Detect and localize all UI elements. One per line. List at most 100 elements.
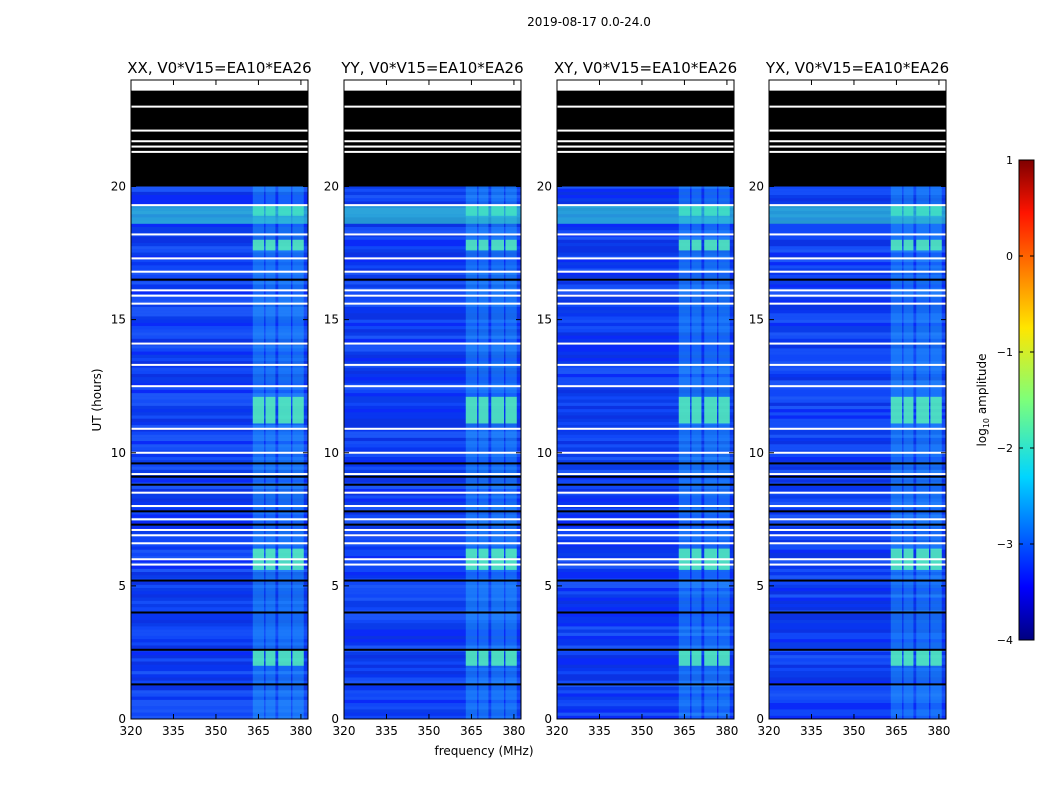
noise-row [131,415,308,419]
x-tick-label: 365 [673,724,696,738]
colorbar-ticks: 1 0 −1 −2 −3 −4 [997,154,1034,647]
flagged-row [769,129,946,132]
noise-row [557,377,734,381]
noise-row [769,715,946,719]
noise-row [344,373,521,378]
noise-row [557,316,734,320]
noise-row [769,572,946,576]
bright-event [718,239,730,251]
noise-row [131,498,308,502]
noise-row [769,501,946,505]
noise-row [769,488,946,493]
bright-event [916,649,930,666]
x-tick-label: 365 [885,724,908,738]
noise-row [344,635,521,640]
noise-row [344,335,521,339]
noise-row [344,434,521,438]
noise-row [344,399,521,403]
y-tick-label: 0 [756,712,764,726]
x-axis-label: frequency (MHz) [434,744,533,758]
panel-frame [130,79,309,720]
noise-row [557,655,734,659]
dark-gap [131,278,308,281]
noise-row [131,191,308,196]
x-tick-label: 320 [546,724,569,738]
noise-row [769,188,946,192]
noise-row [131,354,308,358]
noise-row [131,677,308,681]
noise-row [344,607,521,611]
noise-row [131,488,308,493]
noise-row [769,425,946,429]
noise-row [769,575,946,579]
noise-row [557,357,734,362]
noise-row [344,527,521,531]
flagged-row [557,145,734,148]
noise-row [769,415,946,419]
noise-row [769,508,946,512]
noise-row [557,252,734,256]
noise-row [769,479,946,483]
flagged-row [344,257,521,260]
noise-row [344,246,521,250]
noise-row [344,463,521,467]
noise-row [344,409,521,413]
no-data-region [131,90,308,187]
noise-row [344,370,521,374]
noise-row [769,559,946,563]
noise-row [131,364,308,368]
noise-row [344,709,521,713]
y-axis-label: UT (hours) [90,368,104,431]
bright-event [903,649,914,666]
bright-event [691,649,702,666]
dark-gap [769,475,946,478]
noise-row [344,460,521,464]
noise-row [769,616,946,620]
bright-event [265,239,276,251]
noise-row [557,543,734,547]
flagged-row [557,427,734,430]
noise-row [344,239,521,243]
noise-row [557,191,734,196]
noise-row [131,412,308,416]
flagged-row [769,257,946,260]
noise-row [557,383,734,387]
noise-row [769,389,946,394]
noise-row [131,386,308,390]
no-data-region [769,90,946,187]
bright-event [292,649,304,666]
noise-row [344,310,521,314]
noise-row [344,488,521,493]
noise-row [769,632,946,636]
bright-event [718,396,730,424]
flagged-row [557,129,734,132]
noise-row [557,466,734,470]
dark-gap [557,510,734,513]
flagged-rows [769,105,946,566]
x-tick-label: 350 [205,724,228,738]
flagged-row [344,451,521,454]
noise-row [769,581,946,585]
noise-row [557,402,734,406]
flagged-row [344,204,521,207]
noise-row [131,434,308,438]
bright-event [278,239,292,251]
noise-row [131,584,308,589]
noise-row [557,527,734,531]
flagged-row [344,140,521,143]
noise-row [131,658,308,662]
noise-row [344,466,521,470]
noise-row [344,565,521,569]
noise-row [557,409,734,413]
noise-row [769,463,946,467]
noise-row [131,418,308,422]
bright-event [292,396,304,424]
noise-row [557,540,734,544]
dark-gap [557,475,734,478]
bright-event [505,649,517,666]
bright-event [704,649,718,666]
noise-row [131,466,308,470]
noise-row [344,319,521,323]
flagged-row [344,294,521,297]
flagged-row [344,534,521,537]
